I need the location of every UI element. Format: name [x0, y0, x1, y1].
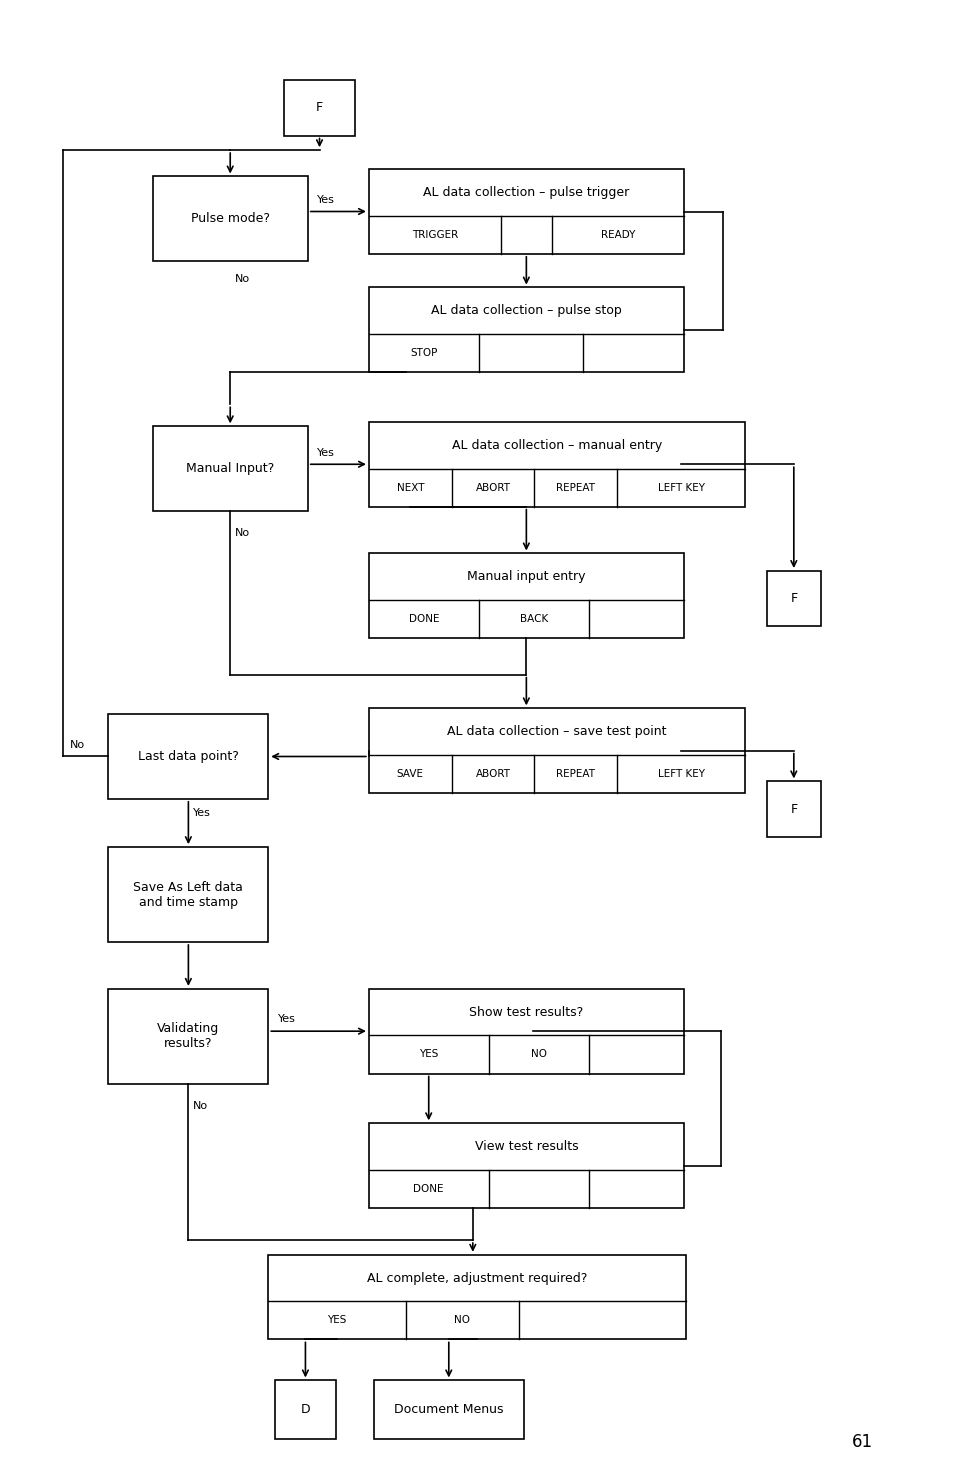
- Text: STOP: STOP: [410, 348, 437, 358]
- Text: Validating
results?: Validating results?: [157, 1022, 219, 1050]
- Text: YES: YES: [327, 1316, 347, 1326]
- Text: No: No: [234, 528, 250, 538]
- Text: Manual Input?: Manual Input?: [186, 462, 274, 475]
- Text: DONE: DONE: [408, 614, 438, 624]
- Text: LEFT KEY: LEFT KEY: [657, 482, 703, 493]
- Text: ABORT: ABORT: [475, 768, 510, 779]
- Bar: [268, 1255, 685, 1339]
- Text: Yes: Yes: [316, 447, 335, 457]
- Text: Yes: Yes: [277, 1015, 295, 1025]
- Text: F: F: [315, 102, 323, 114]
- Text: YES: YES: [418, 1050, 438, 1059]
- Bar: [369, 422, 744, 506]
- Text: AL complete, adjustment required?: AL complete, adjustment required?: [366, 1271, 587, 1285]
- Text: 61: 61: [851, 1432, 872, 1451]
- Text: BACK: BACK: [519, 614, 548, 624]
- Bar: [369, 708, 744, 794]
- Bar: [369, 170, 683, 254]
- Text: Yes: Yes: [193, 808, 211, 819]
- Bar: [369, 988, 683, 1074]
- Text: AL data collection – save test point: AL data collection – save test point: [447, 726, 666, 738]
- Text: D: D: [300, 1403, 310, 1416]
- Bar: [374, 1381, 523, 1438]
- Text: Document Menus: Document Menus: [394, 1403, 503, 1416]
- Text: READY: READY: [599, 230, 634, 240]
- Text: AL data collection – pulse stop: AL data collection – pulse stop: [431, 304, 621, 317]
- Text: F: F: [789, 802, 797, 816]
- Bar: [369, 553, 683, 639]
- Text: LEFT KEY: LEFT KEY: [657, 768, 703, 779]
- Text: NEXT: NEXT: [396, 482, 423, 493]
- Text: No: No: [70, 740, 85, 749]
- Text: Yes: Yes: [316, 195, 335, 205]
- Text: No: No: [234, 274, 250, 283]
- Text: NO: NO: [454, 1316, 470, 1326]
- Bar: [109, 847, 268, 943]
- Bar: [369, 1124, 683, 1208]
- Text: REPEAT: REPEAT: [556, 482, 595, 493]
- Bar: [284, 80, 355, 136]
- Bar: [274, 1381, 335, 1438]
- Bar: [369, 288, 683, 372]
- Text: ABORT: ABORT: [475, 482, 510, 493]
- Text: Last data point?: Last data point?: [138, 749, 238, 763]
- Bar: [152, 426, 308, 510]
- Bar: [109, 714, 268, 799]
- Text: DONE: DONE: [413, 1184, 443, 1193]
- Bar: [152, 177, 308, 261]
- Text: AL data collection – pulse trigger: AL data collection – pulse trigger: [423, 186, 629, 199]
- Text: REPEAT: REPEAT: [556, 768, 595, 779]
- Text: No: No: [193, 1100, 208, 1111]
- Bar: [766, 571, 821, 627]
- Text: Save As Left data
and time stamp: Save As Left data and time stamp: [133, 881, 243, 909]
- Text: Pulse mode?: Pulse mode?: [191, 212, 270, 226]
- Text: F: F: [789, 591, 797, 605]
- Text: View test results: View test results: [474, 1140, 578, 1153]
- Bar: [109, 988, 268, 1084]
- Text: SAVE: SAVE: [396, 768, 423, 779]
- Text: Show test results?: Show test results?: [469, 1006, 583, 1019]
- Text: TRIGGER: TRIGGER: [412, 230, 457, 240]
- Text: NO: NO: [531, 1050, 546, 1059]
- Bar: [766, 782, 821, 836]
- Text: AL data collection – manual entry: AL data collection – manual entry: [452, 438, 661, 451]
- Text: Manual input entry: Manual input entry: [467, 571, 585, 583]
